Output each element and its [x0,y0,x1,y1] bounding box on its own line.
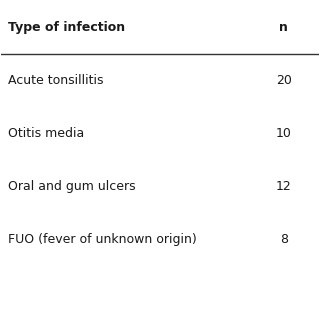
Text: n: n [279,21,288,34]
Text: 8: 8 [280,233,288,246]
Text: Otitis media: Otitis media [8,127,84,140]
Text: 10: 10 [276,127,292,140]
Text: FUO (fever of unknown origin): FUO (fever of unknown origin) [8,233,196,246]
Text: Type of infection: Type of infection [8,21,125,34]
Text: Acute tonsillitis: Acute tonsillitis [8,74,103,87]
Text: 12: 12 [276,180,292,193]
Text: 20: 20 [276,74,292,87]
Text: Oral and gum ulcers: Oral and gum ulcers [8,180,135,193]
